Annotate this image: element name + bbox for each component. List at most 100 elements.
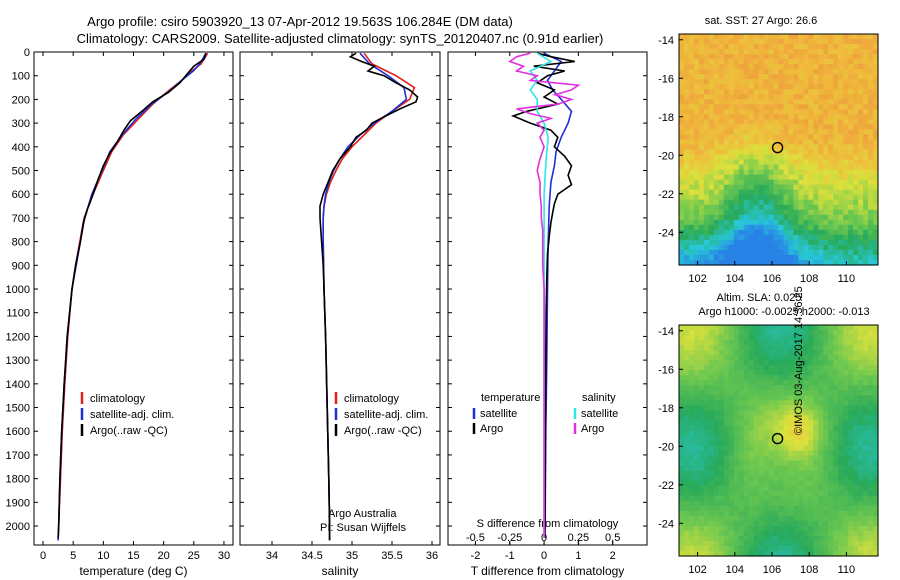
sla-cell <box>743 445 750 452</box>
sst-cell <box>708 174 715 181</box>
sst-cell <box>743 184 750 191</box>
sla-cell <box>868 370 874 376</box>
sst-cell <box>783 174 790 181</box>
sst-cell <box>828 249 834 256</box>
sal-xtick-label: 35.5 <box>381 550 402 562</box>
sla-cell <box>828 455 834 462</box>
sst-cell <box>679 189 685 196</box>
sla-cell <box>758 420 765 427</box>
sla-cell <box>843 350 849 356</box>
sla-cell <box>688 405 695 411</box>
sla-cell <box>873 365 879 371</box>
sla-cell <box>688 380 695 386</box>
sst-cell <box>788 154 795 161</box>
sla-cell <box>688 420 695 427</box>
sst-cell <box>828 154 834 161</box>
sst-cell <box>838 174 844 181</box>
sla-cell <box>798 490 804 497</box>
sst-cell <box>708 169 715 176</box>
sla-cell <box>788 455 795 462</box>
sst-cell <box>718 119 725 125</box>
sst-cell <box>743 249 750 256</box>
sla-cell <box>788 520 795 527</box>
depth-tick-label: 200 <box>12 94 30 106</box>
sla-cell <box>698 440 705 447</box>
sst-cell <box>748 99 755 105</box>
sst-cell <box>703 54 710 60</box>
sst-cell <box>693 229 700 236</box>
sla-cell <box>863 440 869 447</box>
sst-cell <box>703 169 710 176</box>
sla-cell <box>753 450 760 457</box>
sla-cell <box>873 490 879 497</box>
sla-cell <box>828 540 834 547</box>
sst-cell <box>853 99 859 105</box>
sla-cell <box>763 345 770 351</box>
sst-cell <box>698 159 705 166</box>
sst-cell <box>778 139 785 146</box>
sla-cell <box>793 530 799 537</box>
sla-cell <box>868 515 874 522</box>
sst-cell <box>743 259 750 266</box>
sla-cell <box>823 430 829 437</box>
sla-cell <box>833 345 839 351</box>
sla-cell <box>858 525 864 532</box>
sst-cell <box>833 244 839 251</box>
sst-cell <box>723 104 730 110</box>
sst-cell <box>783 234 790 241</box>
sst-cell <box>788 229 795 236</box>
sst-cell <box>773 234 780 241</box>
sla-cell <box>838 515 844 522</box>
sla-cell <box>873 495 879 502</box>
sst-cell <box>803 169 809 176</box>
sla-cell <box>728 485 735 492</box>
sst-cell <box>688 149 695 156</box>
sla-cell <box>723 535 730 542</box>
sst-cell <box>823 254 829 261</box>
sst-cell <box>868 159 874 166</box>
sst-cell <box>758 184 765 191</box>
sst-cell <box>738 79 745 85</box>
sst-cell <box>683 94 690 100</box>
sla-cell <box>818 500 824 507</box>
sst-cell <box>858 249 864 256</box>
sla-cell <box>813 445 819 452</box>
sla-cell <box>743 415 750 422</box>
sst-cell <box>808 239 814 246</box>
sla-cell <box>679 450 685 457</box>
sla-cell <box>798 355 804 361</box>
sla-cell <box>723 435 730 442</box>
sla-cell <box>698 455 705 462</box>
sla-cell <box>738 495 745 502</box>
sst-cell <box>788 44 795 50</box>
sst-cell <box>843 159 849 166</box>
sst-cell <box>778 89 785 95</box>
sla-cell <box>803 530 809 537</box>
sst-cell <box>808 44 814 50</box>
sst-cell <box>688 69 695 75</box>
sst-cell <box>763 54 770 60</box>
sla-cell <box>793 410 799 416</box>
sst-cell <box>833 134 839 141</box>
sla-cell <box>803 525 809 532</box>
sla-cell <box>783 515 790 522</box>
sst-cell <box>763 254 770 261</box>
sla-cell <box>773 350 780 356</box>
sst-cell <box>848 204 854 211</box>
sla-cell <box>823 420 829 427</box>
sla-cell <box>788 345 795 351</box>
sst-cell <box>708 229 715 236</box>
sla-cell <box>773 495 780 502</box>
sla-cell <box>843 480 849 487</box>
sst-cell <box>773 194 780 201</box>
sst-cell <box>758 219 765 226</box>
sla-cell <box>718 330 725 336</box>
sla-cell <box>733 480 740 487</box>
sla-cell <box>728 400 735 406</box>
sst-cell <box>853 49 859 55</box>
sst-cell <box>723 234 730 241</box>
sla-cell <box>758 515 765 522</box>
sla-cell <box>748 540 755 547</box>
sla-cell <box>813 380 819 386</box>
sst-cell <box>758 189 765 196</box>
